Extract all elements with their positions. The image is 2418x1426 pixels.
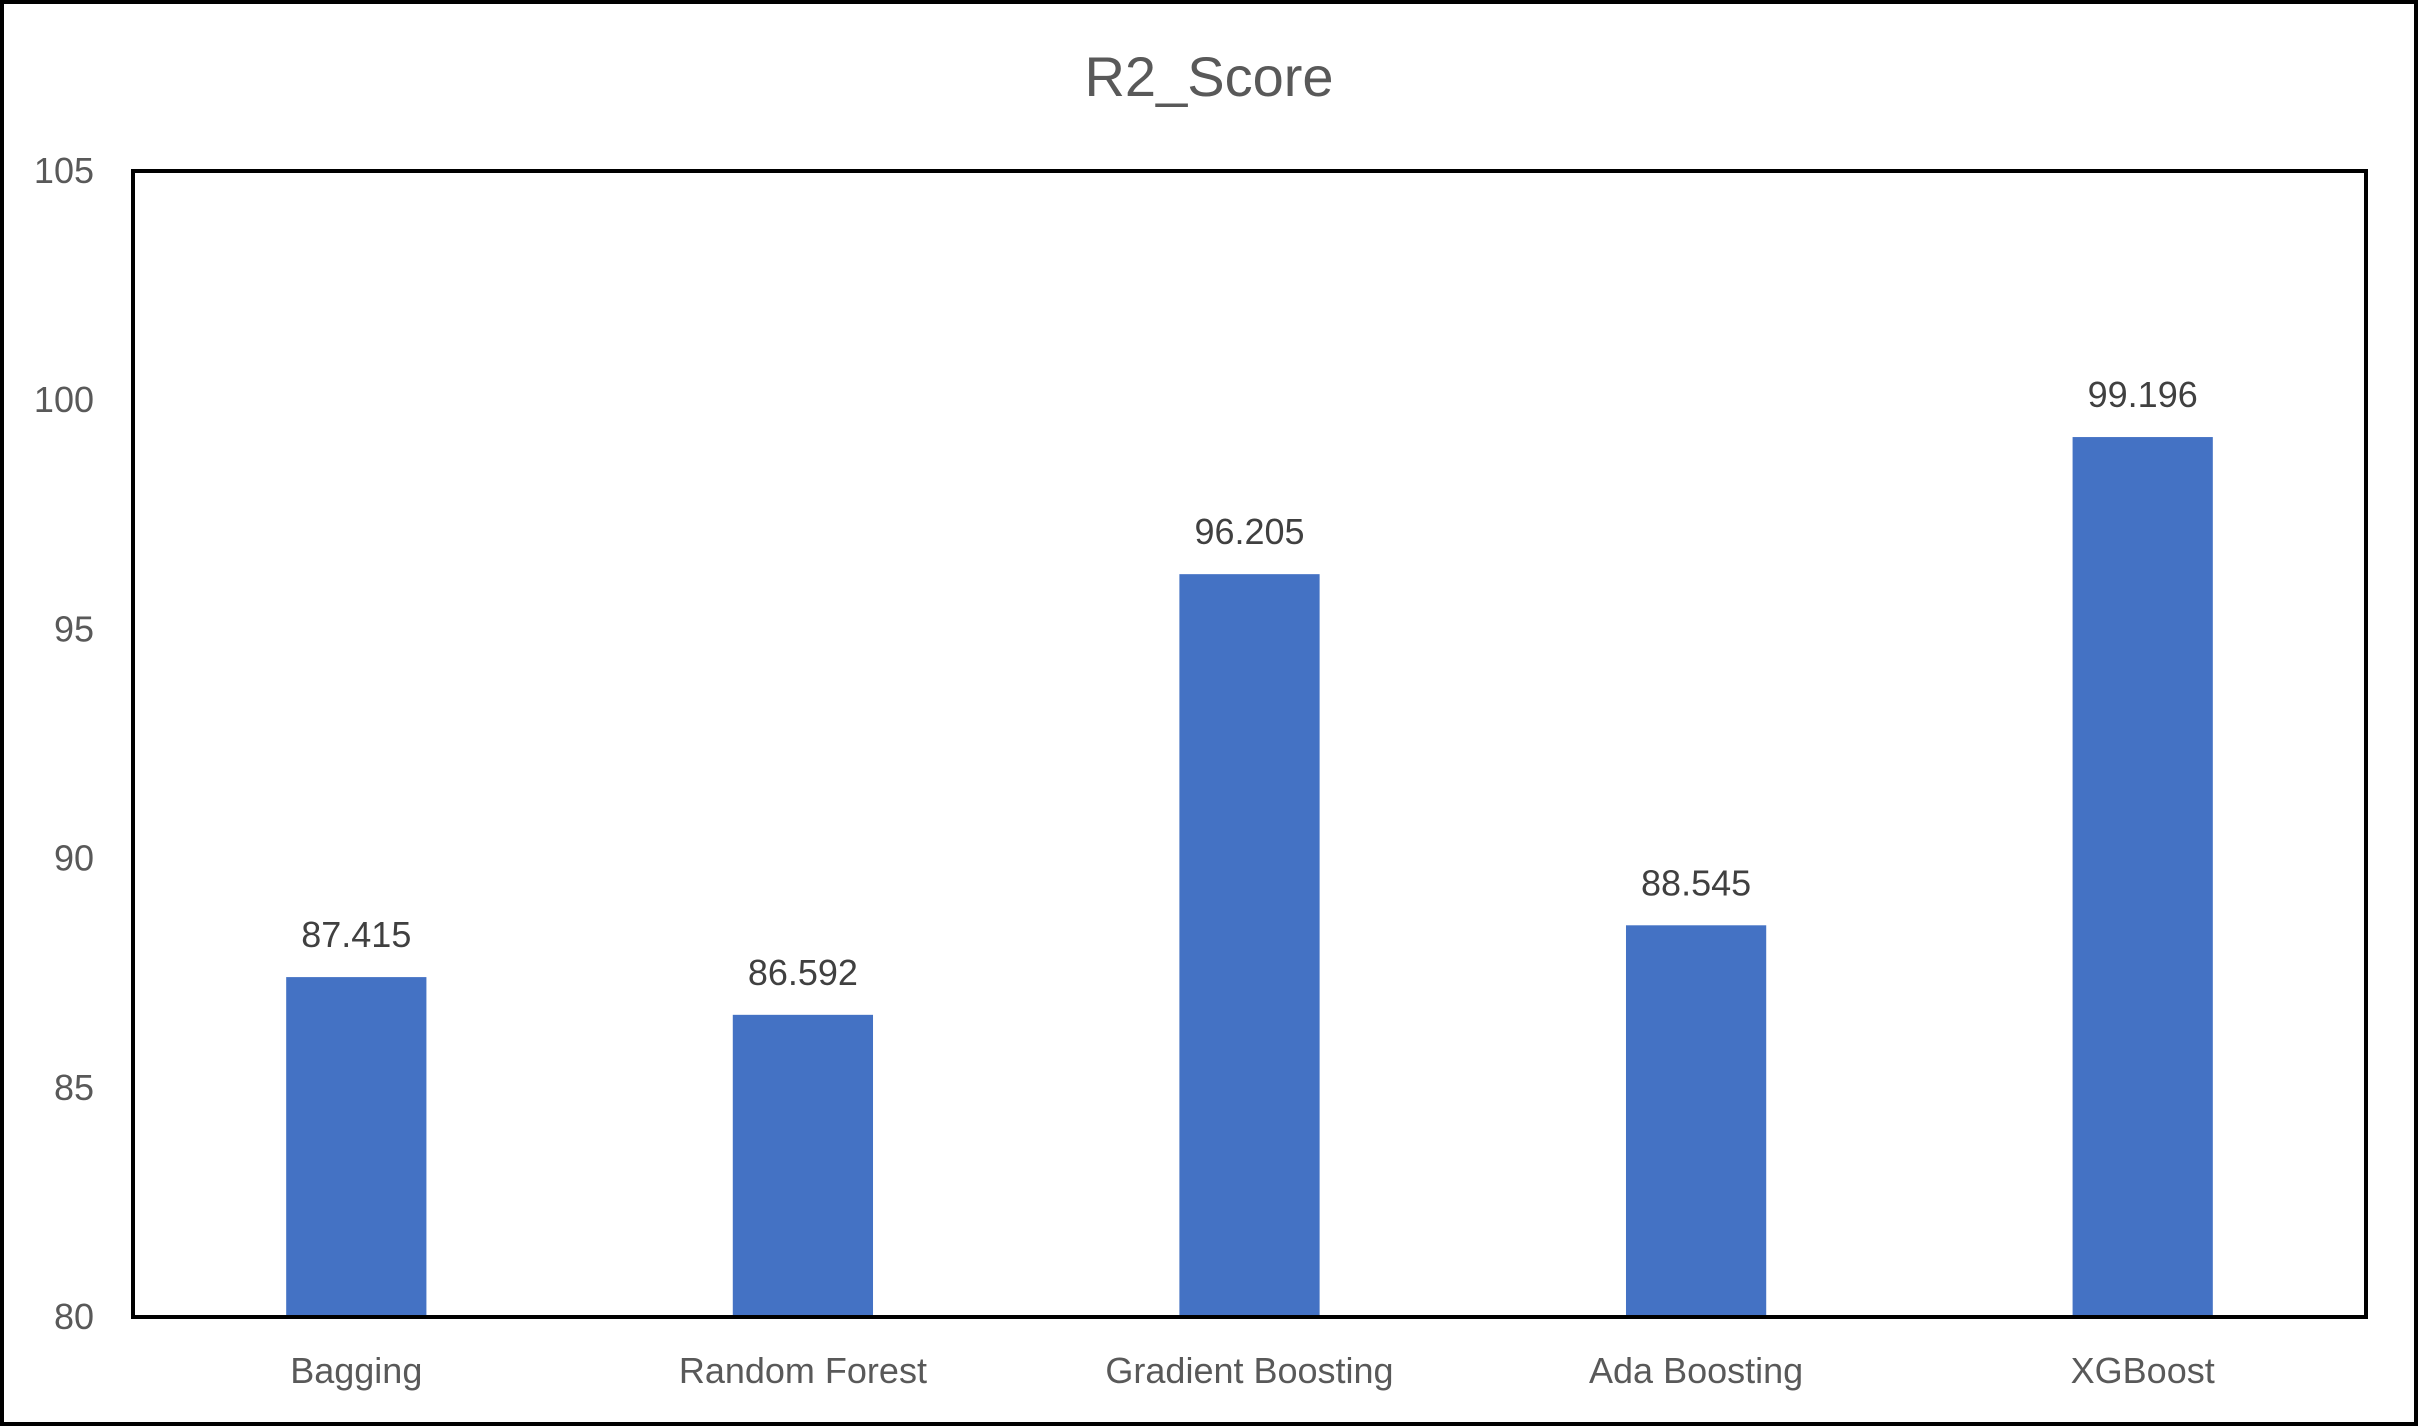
x-category-label: Ada Boosting — [1589, 1350, 1803, 1391]
bar-series — [286, 437, 2213, 1317]
bar — [1179, 574, 1320, 1317]
bar-value-label: 99.196 — [2088, 374, 2198, 415]
x-axis-category-labels: Bagging Random Forest Gradient Boosting Ada… — [290, 1350, 2215, 1391]
bar — [286, 977, 427, 1317]
y-tick-label: 90 — [54, 838, 94, 879]
y-axis-tick-labels: 80 85 90 95 100 105 — [34, 150, 94, 1337]
bar-value-label: 96.205 — [1194, 511, 1304, 552]
bar-value-label: 88.545 — [1641, 862, 1751, 903]
x-category-label: XGBoost — [2071, 1350, 2215, 1391]
plot-area-border — [131, 169, 2368, 1319]
bar — [1625, 925, 1767, 1317]
bar-data-labels: 87.415 86.592 96.205 88.545 99.196 — [301, 374, 2198, 993]
x-category-label: Bagging — [290, 1350, 422, 1391]
bar — [732, 1014, 874, 1317]
bar — [2072, 437, 2213, 1317]
y-tick-label: 100 — [34, 379, 94, 420]
y-tick-label: 85 — [54, 1067, 94, 1108]
y-tick-label: 80 — [54, 1296, 94, 1337]
bar-value-label: 87.415 — [301, 914, 411, 955]
y-tick-label: 105 — [34, 150, 94, 191]
chart-title: R2_Score — [1084, 45, 1333, 108]
y-tick-label: 95 — [54, 608, 94, 649]
x-category-label: Random Forest — [679, 1350, 927, 1391]
x-category-label: Gradient Boosting — [1105, 1350, 1393, 1391]
bar-value-label: 86.592 — [748, 952, 858, 993]
